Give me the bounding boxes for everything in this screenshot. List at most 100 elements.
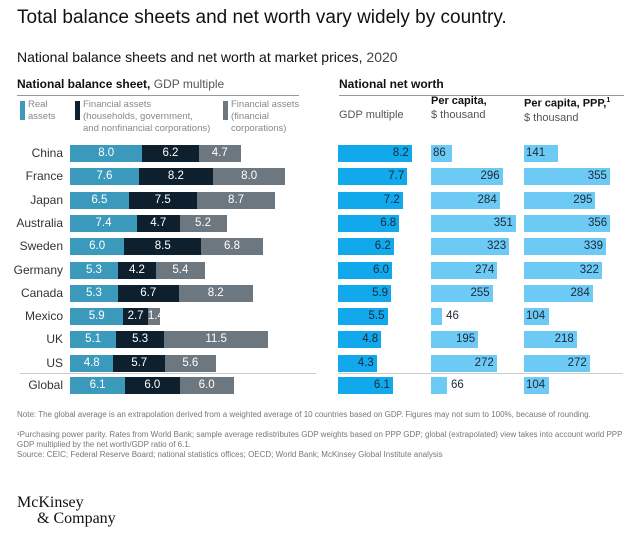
bar-per-capita xyxy=(431,168,503,186)
bar-financial-corp: 6.0 xyxy=(179,377,234,394)
balance-sheet-header-unit: GDP multiple xyxy=(153,77,225,91)
bar-per-capita-value: 274 xyxy=(475,263,495,276)
col-head-per-capita: Per capita, $ thousand xyxy=(431,94,487,122)
footnote-marker: 1 xyxy=(606,97,611,104)
bar-real-assets: 8.0 xyxy=(70,145,143,162)
legend-line: (financial xyxy=(231,111,270,122)
bar-real-assets: 7.4 xyxy=(70,214,137,232)
row-label-global: Global xyxy=(28,378,63,392)
bar-financial-corp: 8.0 xyxy=(212,168,286,186)
bar-per-capita xyxy=(431,145,452,162)
bar-net-worth-gdp: 7.2 xyxy=(338,191,403,209)
bar-financial-corp: 5.6 xyxy=(165,354,216,372)
bar-per-capita xyxy=(431,284,493,302)
bar-financial-nonfin: 6.7 xyxy=(117,284,179,302)
col-head-ppp-bold: Per capita, PPP, xyxy=(524,97,607,110)
bar-per-capita-value: 351 xyxy=(493,216,513,229)
mckinsey-logo-line2: & Company xyxy=(37,510,116,527)
legend-line: Financial assets xyxy=(231,99,300,110)
bar-per-capita-ppp-value: 284 xyxy=(570,286,590,299)
bar-financial-corp: 4.7 xyxy=(198,145,242,162)
legend-line: corporations) xyxy=(231,123,287,134)
net-worth-rule xyxy=(339,95,624,96)
bar-net-worth-gdp: 5.9 xyxy=(338,284,392,302)
bar-per-capita-ppp-value: 272 xyxy=(567,356,587,369)
global-separator-left xyxy=(20,373,316,374)
bar-per-capita xyxy=(431,191,500,209)
bar-net-worth-gdp: 4.8 xyxy=(338,331,382,349)
bar-per-capita-ppp xyxy=(524,261,602,279)
bar-per-capita-ppp xyxy=(524,377,550,394)
legend-line: (households, government, xyxy=(83,111,193,122)
net-worth-header: National net worth xyxy=(339,77,444,91)
bar-financial-corp: 8.2 xyxy=(178,284,253,302)
bar-financial-nonfin: 8.5 xyxy=(124,238,202,256)
bar-financial-nonfin: 4.7 xyxy=(136,214,180,232)
col-head-per-capita-unit: $ thousand xyxy=(431,109,486,121)
bar-per-capita-ppp xyxy=(524,354,590,372)
bar-per-capita-ppp xyxy=(524,331,577,349)
net-worth-header-bold: National net worth xyxy=(339,77,444,91)
bar-per-capita-ppp-value: 295 xyxy=(573,193,593,206)
bar-per-capita-ppp xyxy=(524,238,607,256)
bar-per-capita-ppp xyxy=(524,191,596,209)
bar-financial-corp: 5.2 xyxy=(179,214,227,232)
legend-line: Financial assets xyxy=(83,99,152,110)
bar-per-capita-ppp xyxy=(524,284,593,302)
legend-line: and nonfinancial corporations) xyxy=(83,123,211,134)
row-label-canada: Canada xyxy=(20,285,63,300)
legend-label-financial-nonfin: Financial assets (households, government… xyxy=(83,99,210,135)
bar-financial-nonfin: 6.0 xyxy=(125,377,180,394)
bar-per-capita-value: 296 xyxy=(480,170,500,183)
footnote-source: Source: CEIC; Federal Reserve Board; nat… xyxy=(17,450,443,459)
bar-per-capita xyxy=(431,354,497,372)
bar-real-assets: 6.5 xyxy=(70,191,129,209)
bar-per-capita-ppp-value: 104 xyxy=(526,379,546,391)
subtitle-year: 2020 xyxy=(366,49,398,65)
bar-financial-nonfin: 6.2 xyxy=(142,145,199,162)
bar-financial-nonfin: 4.2 xyxy=(117,261,156,279)
row-label-china: China xyxy=(31,146,63,160)
bar-per-capita-value: 255 xyxy=(470,286,490,299)
bar-per-capita xyxy=(431,214,516,232)
col-head-gdp-multiple: GDP multiple xyxy=(339,109,404,121)
bar-net-worth-gdp: 8.2 xyxy=(338,145,412,162)
bar-per-capita-ppp-value: 104 xyxy=(526,310,546,323)
bar-per-capita-ppp-value: 356 xyxy=(587,216,608,229)
bar-per-capita-ppp-value: 355 xyxy=(587,170,607,183)
bar-real-assets: 5.9 xyxy=(70,308,124,326)
row-label-france: France xyxy=(25,169,63,184)
global-separator-right xyxy=(338,373,623,374)
bar-financial-corp: 8.7 xyxy=(196,191,276,209)
legend-swatch-financial-corp xyxy=(223,101,228,120)
footnote-note: Note: The global average is an extrapola… xyxy=(17,410,591,419)
bar-per-capita-value: 86 xyxy=(433,147,446,159)
balance-sheet-header-bold: National balance sheet, xyxy=(17,77,151,91)
bar-real-assets: 6.0 xyxy=(70,238,125,256)
bar-financial-corp: 6.8 xyxy=(201,238,263,256)
bar-financial-corp: 11.5 xyxy=(164,331,269,349)
bar-financial-corp: 1.4 xyxy=(147,308,164,326)
legend-label-financial-corp: Financial assets (financial corporations… xyxy=(231,99,299,135)
bar-financial-nonfin: 8.2 xyxy=(138,168,213,186)
bar-per-capita-ppp-value: 322 xyxy=(579,263,599,276)
legend-label-real-assets: Real assets xyxy=(28,99,55,123)
bar-net-worth-gdp: 7.7 xyxy=(338,168,408,186)
bar-real-assets: 7.6 xyxy=(70,168,139,186)
bar-real-assets: 5.3 xyxy=(70,261,118,279)
legend-swatch-financial-nonfin xyxy=(75,101,80,120)
legend-line: Real xyxy=(28,99,48,110)
bar-per-capita-value: 46 xyxy=(446,310,459,323)
row-label-australia: Australia xyxy=(16,215,63,230)
row-label-mexico: Mexico xyxy=(24,309,63,324)
bar-financial-nonfin: 7.5 xyxy=(128,191,197,209)
legend-line: assets xyxy=(28,111,56,122)
bar-financial-nonfin: 5.7 xyxy=(113,354,166,372)
bar-per-capita-value: 284 xyxy=(477,193,497,206)
bar-per-capita-ppp xyxy=(524,168,610,186)
bar-per-capita-ppp xyxy=(524,308,550,326)
bar-net-worth-gdp: 6.2 xyxy=(338,238,394,256)
bar-real-assets: 5.1 xyxy=(70,331,117,349)
bar-per-capita xyxy=(431,308,443,326)
col-head-per-capita-ppp: Per capita, PPP,1 $ thousand xyxy=(524,94,610,125)
